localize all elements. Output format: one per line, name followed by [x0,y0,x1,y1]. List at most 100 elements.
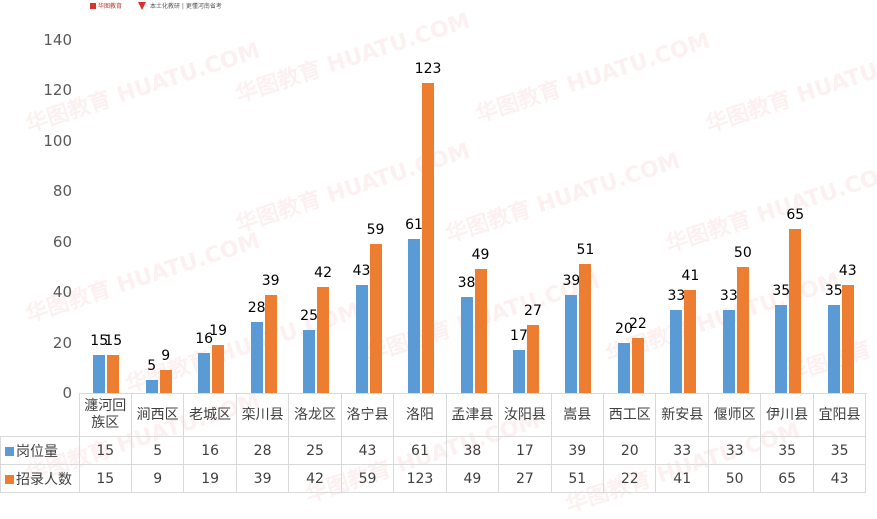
table-cell-hires: 22 [603,464,657,493]
table-cell-hires: 27 [498,464,552,493]
table-cell-positions: 33 [655,436,709,465]
table-cell-hires: 49 [445,464,500,493]
table-cell-hires: 15 [78,464,132,493]
bar-hires [526,324,539,393]
slogan-text: 本土化教研 | 更懂河南省考 [150,3,222,10]
data-label: 43 [838,262,857,279]
table-cell-hires: 65 [760,464,814,493]
legend-label: 招录人数 [16,471,72,488]
category-label: 栾川县 [235,393,290,437]
bar-positions [355,284,368,393]
data-label: 20 [614,320,633,337]
category-label: 孟津县 [445,393,500,437]
bar-positions [145,380,158,393]
data-label: 41 [681,267,700,284]
table-cell-positions: 15 [78,436,132,465]
table-cell-hires: 123 [393,464,447,493]
bar-positions [303,329,316,393]
table-cell-positions: 25 [288,436,342,465]
logo-text: 华图教育 [98,3,123,10]
y-tick-label: 100 [43,131,72,150]
table-cell-hires: 59 [340,464,395,493]
category-label: 西工区 [603,393,657,437]
data-label: 17 [510,328,528,345]
y-tick-label: 60 [52,232,72,251]
bar-hires [474,269,487,393]
table-cell-positions: 20 [603,436,657,465]
table-cell-positions: 35 [812,436,867,465]
bar-hires [631,337,644,393]
table-cell-hires: 43 [812,464,867,493]
data-label: 9 [161,348,171,365]
bar-positions [722,309,735,393]
bar-hires [579,264,592,393]
table-cell-positions: 38 [445,436,500,465]
data-label: 35 [824,282,843,299]
data-label: 38 [457,275,476,292]
category-label: 新安县 [655,393,709,437]
data-label: 50 [733,244,752,261]
table-cell-positions: 61 [393,436,447,465]
bar-positions [670,309,683,393]
data-table: 瀍河回 族区 涧西区 老城区 栾川县 洛龙区 洛宁县 洛阳 孟津县 汝阳县 嵩县 西工区 新安县 偃师区… [0,393,867,493]
table-cell-positions: 33 [707,436,762,465]
slogan: 本土化教研 | 更懂河南省考 [138,1,222,10]
table-cell-hires: 42 [288,464,342,493]
data-label: 59 [366,222,385,239]
logo-icon [90,2,96,9]
y-tick-label: 0 [62,384,72,402]
bar-positions [512,350,525,393]
y-tick-label: 40 [52,283,72,302]
data-label: 16 [195,330,214,347]
data-label: 39 [562,272,581,289]
table-cell-hires: 19 [183,464,237,493]
legend-swatch-blue-icon [5,446,14,456]
table-cell-positions: 5 [130,436,185,465]
bar-hires [369,244,382,393]
category-label: 洛龙区 [288,393,342,437]
data-label: 49 [471,247,490,264]
data-label: 15 [104,333,123,350]
table-cell-positions: 17 [498,436,552,465]
data-label: 33 [719,287,738,304]
bar-hires [736,266,749,393]
bar-hires [159,370,172,393]
data-label: 28 [247,300,266,317]
location-pin-icon [138,1,146,10]
category-label: 洛阳 [393,393,447,437]
legend-swatch-orange-icon [5,474,14,484]
data-label: 42 [314,265,333,282]
data-label: 19 [209,323,228,340]
bar-hires [107,355,120,393]
bar-hires [317,287,330,393]
bar-positions [775,304,788,393]
bar-hires [684,289,697,393]
data-label: 65 [786,207,805,224]
bar-hires [264,294,277,393]
y-tick-label: 120 [43,81,72,100]
plot-area: 15 15 5 9 16 19 28 39 25 42 43 59 61 123 38 49 17 27 39 51 2… [80,30,867,393]
table-cell-positions: 35 [760,436,814,465]
data-label: 43 [352,262,371,279]
category-label: 伊川县 [760,393,814,437]
table-cell-hires: 9 [130,464,185,493]
category-label: 老城区 [183,393,237,437]
legend-label: 岗位量 [16,443,58,460]
category-label: 瀍河回 族区 [78,393,132,437]
bar-positions [617,342,630,393]
table-cell-hires: 51 [550,464,605,493]
data-label: 35 [772,282,791,299]
category-label: 嵩县 [550,393,605,437]
bar-positions [460,297,473,393]
bar-positions [93,355,106,393]
data-label: 33 [667,287,686,304]
category-row: 瀍河回 族区 涧西区 老城区 栾川县 洛龙区 洛宁县 洛阳 孟津县 汝阳县 嵩县 西工区 新安县 偃师区… [0,393,867,437]
series-row-positions: 岗位量 15 5 16 28 25 43 61 38 17 39 20 33 33 35 35 [0,436,867,465]
y-tick-label: 20 [52,333,72,352]
table-cell-positions: 16 [183,436,237,465]
category-label: 偃师区 [707,393,762,437]
bar-hires [422,82,435,393]
data-label: 51 [576,242,595,259]
data-label: 5 [147,358,157,375]
bar-positions [565,294,578,393]
